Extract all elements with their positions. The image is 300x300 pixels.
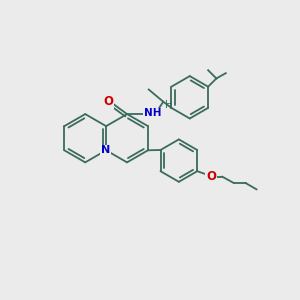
Text: N: N: [101, 145, 110, 155]
Text: O: O: [206, 170, 216, 183]
Text: H: H: [165, 100, 172, 110]
Text: NH: NH: [144, 109, 161, 118]
Text: O: O: [103, 95, 113, 108]
